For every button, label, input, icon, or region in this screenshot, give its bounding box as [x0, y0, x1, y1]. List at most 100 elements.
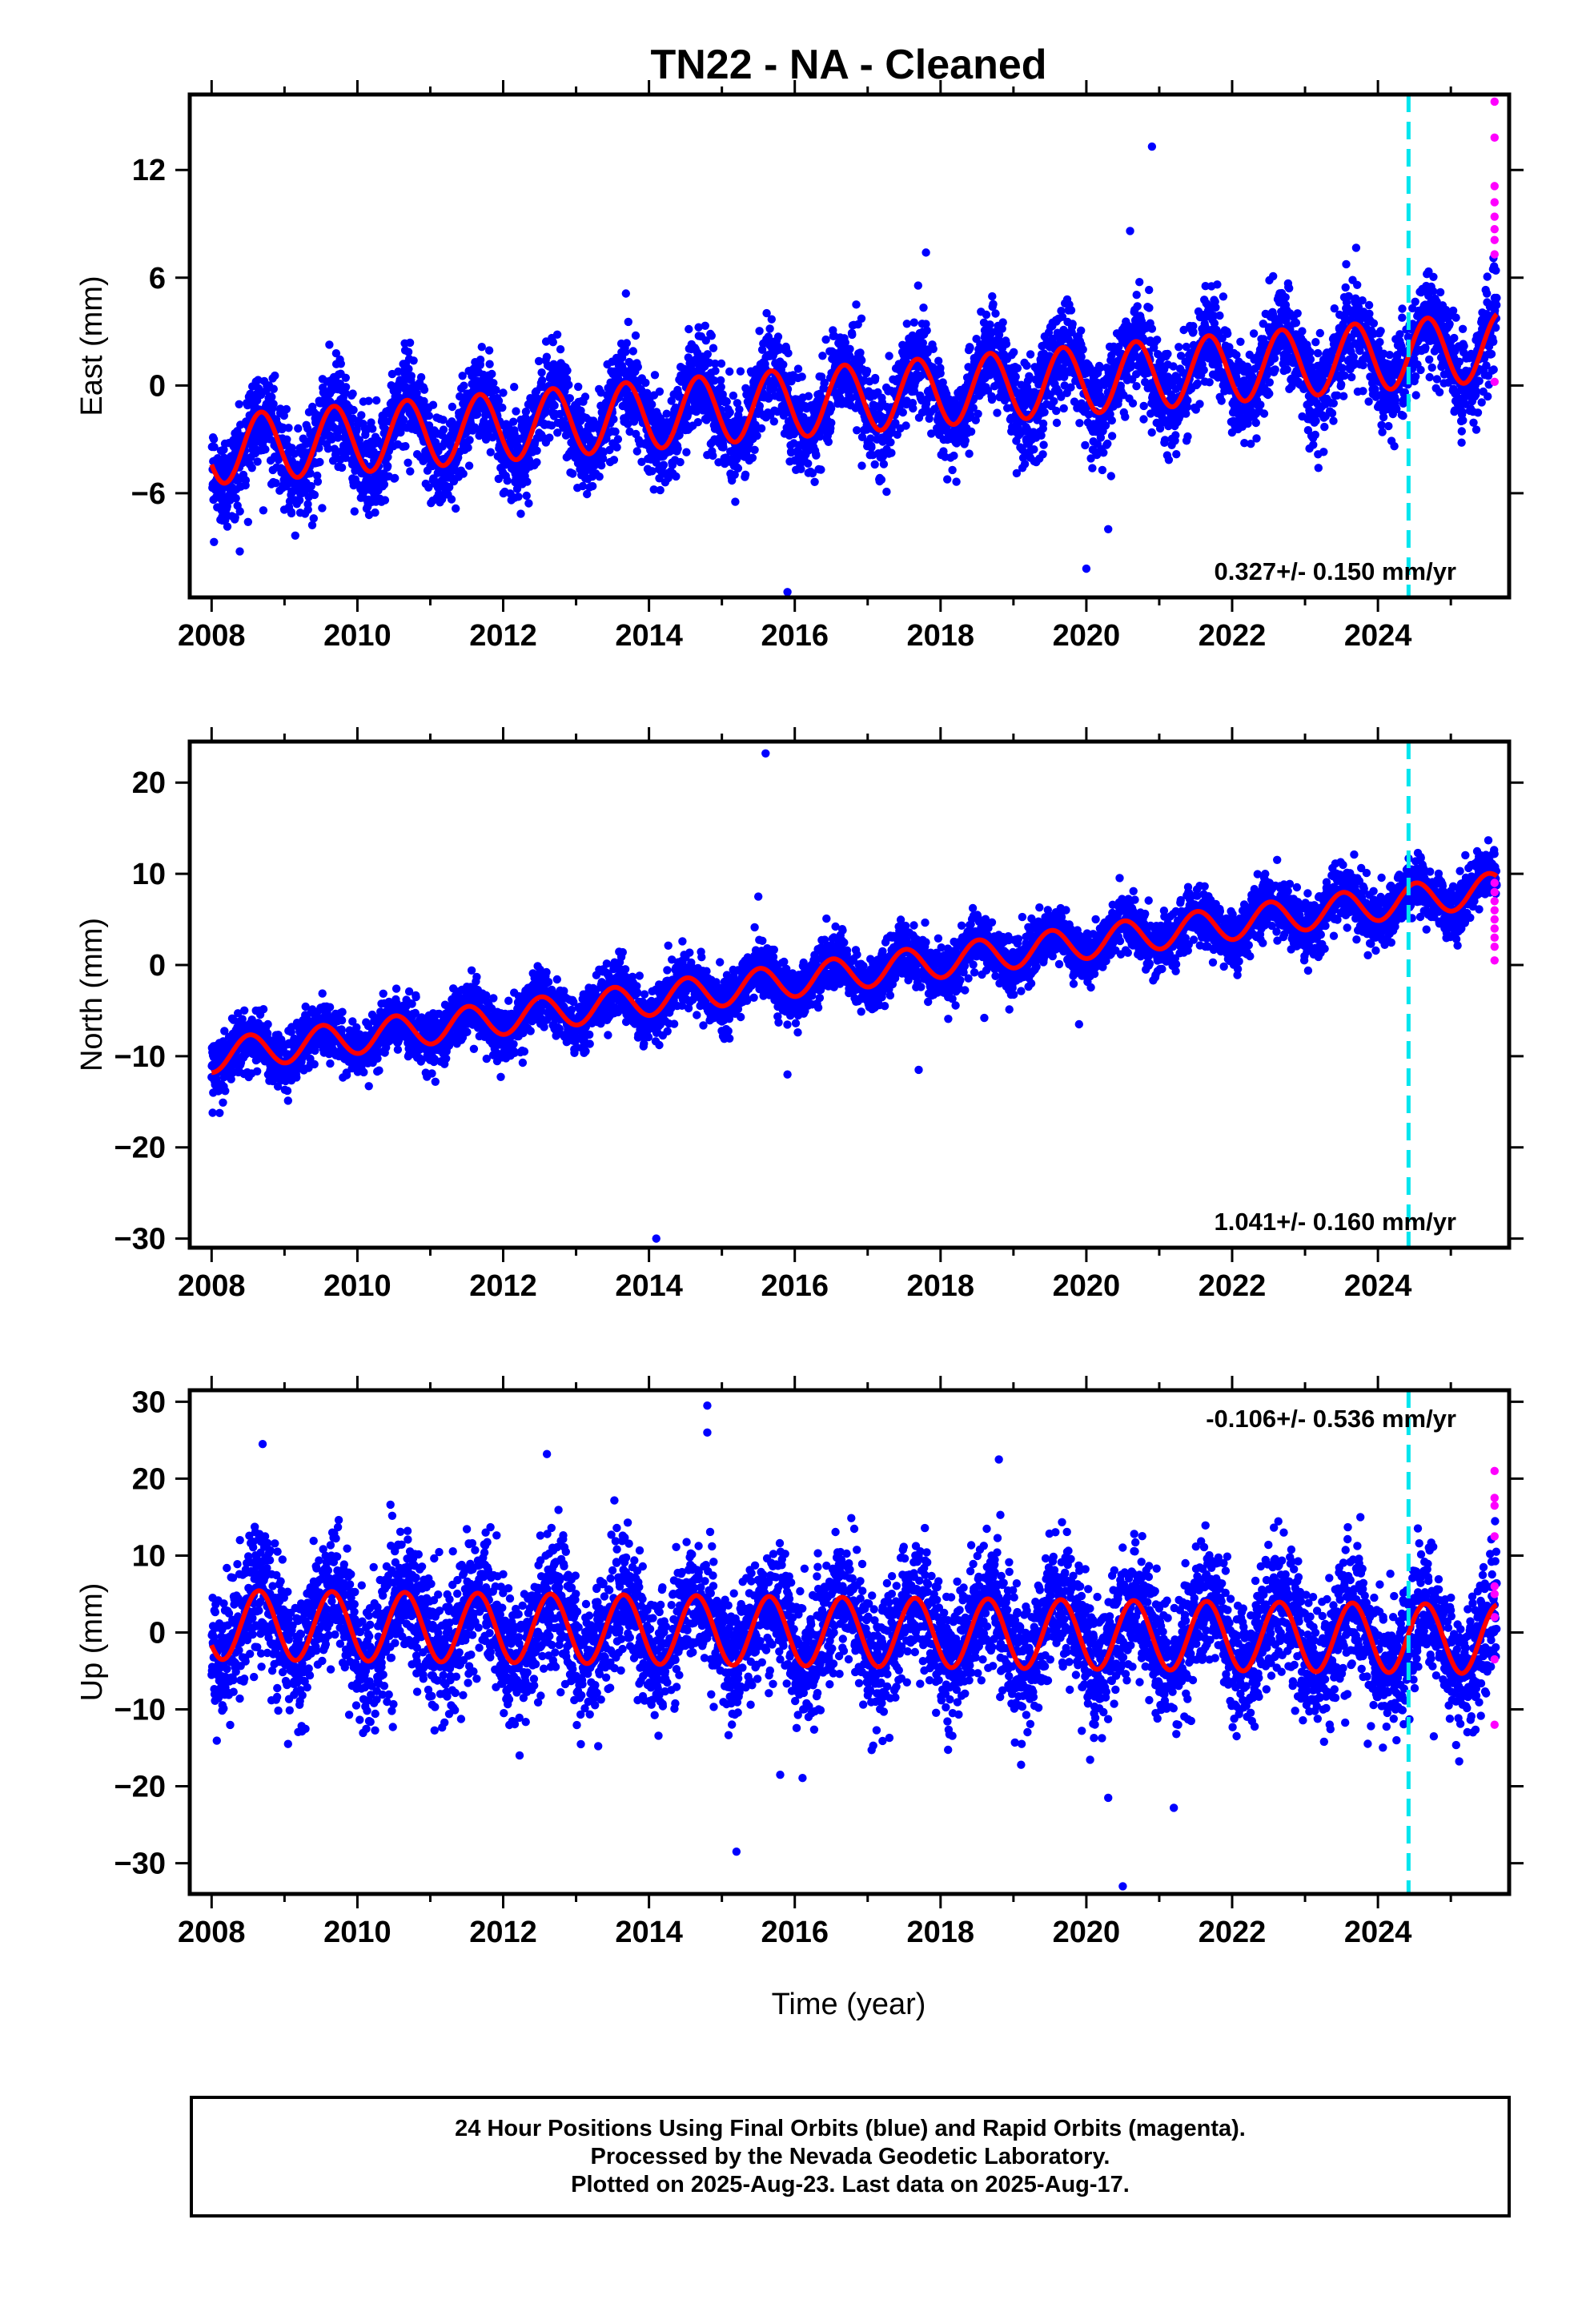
data-point — [879, 460, 889, 468]
data-point — [769, 417, 778, 426]
data-point — [1193, 379, 1203, 388]
data-point — [1210, 312, 1219, 320]
data-point — [1050, 396, 1058, 406]
data-point — [810, 477, 819, 486]
data-point — [1037, 431, 1046, 440]
data-point — [1320, 422, 1329, 432]
data-point — [583, 489, 592, 499]
data-point — [271, 479, 280, 488]
data-point — [1013, 364, 1022, 372]
data-point — [966, 411, 975, 420]
data-point — [424, 483, 433, 492]
data-point — [852, 300, 861, 309]
data-point — [333, 433, 343, 442]
data-point — [310, 490, 319, 500]
data-point — [537, 376, 547, 385]
data-point — [818, 352, 827, 360]
data-point — [291, 531, 299, 540]
data-point — [341, 373, 350, 382]
data-point — [1153, 336, 1162, 344]
data-point — [966, 344, 974, 352]
data-point — [988, 292, 997, 301]
data-point — [428, 400, 438, 409]
data-point — [1057, 392, 1066, 401]
data-point — [476, 356, 485, 364]
data-point — [580, 392, 590, 401]
data-point — [857, 461, 866, 470]
data-point — [404, 458, 412, 467]
data-point — [459, 469, 468, 478]
data-point — [247, 464, 256, 472]
panel-east: 2008 2010 2012 2014 2016 2018 2020 2022 2024−606… — [75, 80, 1524, 653]
data-point — [364, 396, 373, 405]
data-point — [407, 372, 416, 380]
data-point — [655, 387, 665, 396]
data-point — [1313, 348, 1323, 358]
data-point — [1081, 440, 1090, 450]
data-point — [1121, 412, 1130, 421]
data-point — [986, 320, 994, 329]
data-point — [648, 467, 656, 476]
data-point — [991, 309, 1000, 318]
data-point — [494, 474, 503, 484]
data-point — [578, 481, 588, 491]
data-point — [898, 408, 908, 417]
data-point — [512, 407, 520, 416]
data-point — [921, 320, 930, 328]
data-point — [845, 344, 854, 353]
data-point — [733, 455, 741, 464]
data-point — [736, 367, 745, 376]
data-point — [993, 408, 1002, 417]
data-point — [649, 485, 658, 494]
data-point — [765, 324, 774, 333]
data-point — [1309, 440, 1318, 449]
data-point — [725, 367, 734, 376]
data-point — [524, 499, 533, 508]
data-point — [1126, 360, 1136, 369]
data-point — [1252, 434, 1261, 443]
data-point — [1340, 371, 1349, 380]
data-point — [439, 425, 448, 434]
data-point — [266, 435, 275, 444]
data-point — [622, 339, 631, 348]
data-point — [287, 509, 296, 518]
data-point — [952, 477, 961, 486]
data-point — [909, 404, 917, 413]
data-point — [1114, 342, 1123, 352]
data-point — [764, 394, 773, 403]
data-point — [432, 440, 440, 449]
data-point — [553, 428, 562, 437]
data-point — [1314, 464, 1323, 472]
data-point — [804, 392, 813, 400]
data-point — [416, 372, 426, 382]
data-point — [1217, 396, 1226, 405]
data-point — [767, 315, 776, 324]
data-point — [545, 433, 554, 442]
data-point — [303, 505, 312, 514]
data-point — [465, 436, 474, 444]
data-point — [938, 378, 947, 387]
data-point — [405, 338, 415, 348]
data-point — [341, 383, 351, 392]
data-point — [710, 376, 719, 385]
data-point — [827, 418, 836, 428]
data-point — [532, 446, 541, 455]
data-point — [961, 436, 970, 445]
data-point — [503, 476, 512, 485]
data-point — [521, 407, 531, 416]
data-point — [241, 476, 251, 485]
data-point — [717, 383, 725, 392]
data-point — [1135, 278, 1144, 287]
data-point — [1059, 404, 1068, 413]
data-point — [372, 396, 381, 405]
data-point — [235, 400, 243, 408]
data-point — [871, 373, 880, 383]
data-point — [221, 516, 230, 525]
data-point — [1002, 340, 1011, 348]
data-point — [609, 415, 618, 424]
data-point — [1311, 338, 1320, 347]
data-point — [1179, 325, 1188, 335]
data-point — [711, 366, 720, 376]
data-point — [998, 324, 1006, 333]
data-point — [982, 310, 991, 320]
